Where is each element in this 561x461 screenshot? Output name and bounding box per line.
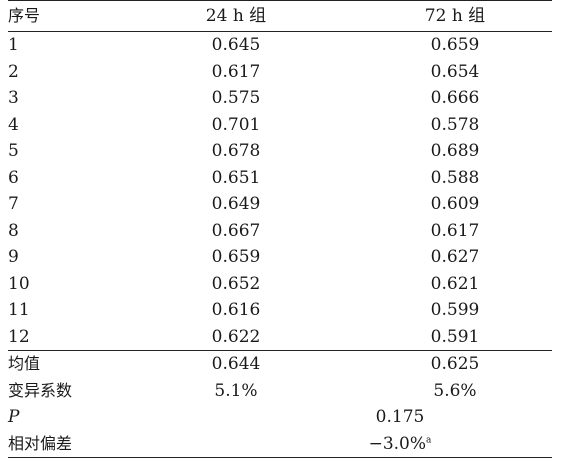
row-value-24h: 0.645 xyxy=(211,35,261,56)
row-value-72h: 0.654 xyxy=(430,61,480,82)
table-header-row: 序号 24 h 组 72 h 组 xyxy=(8,0,552,32)
row-value-72h: 0.588 xyxy=(430,167,480,188)
table-row: 6 0.651 0.588 xyxy=(8,165,552,192)
row-index: 5 xyxy=(8,141,19,162)
table-row: 11 0.616 0.599 xyxy=(8,297,552,324)
row-index: 1 xyxy=(8,35,19,56)
table-body: 1 0.645 0.659 2 0.617 0.654 3 0.575 0.666 4 0.701 0… xyxy=(8,32,552,351)
row-value-24h: 0.667 xyxy=(211,220,261,241)
header-24h: 24 h 组 xyxy=(205,6,267,26)
bias-row: 相对偏差 −3.0%a xyxy=(8,431,552,458)
row-value-24h: 0.616 xyxy=(211,300,261,321)
row-index: 9 xyxy=(8,247,19,268)
bias-footnote-marker: a xyxy=(426,435,432,446)
row-index: 4 xyxy=(8,114,19,135)
row-value-72h: 0.627 xyxy=(430,247,480,268)
table-row: 2 0.617 0.654 xyxy=(8,59,552,86)
row-value-72h: 0.578 xyxy=(430,114,480,135)
cv-row: 变异系数 5.1% 5.6% xyxy=(8,378,552,405)
row-index: 7 xyxy=(8,194,19,215)
row-index: 2 xyxy=(8,61,19,82)
table-row: 9 0.659 0.627 xyxy=(8,244,552,271)
mean-row: 均值 0.644 0.625 xyxy=(8,350,552,378)
row-value-24h: 0.649 xyxy=(211,194,261,215)
row-value-24h: 0.617 xyxy=(211,61,261,82)
table-row: 5 0.678 0.689 xyxy=(8,138,552,165)
row-value-24h: 0.575 xyxy=(211,88,261,109)
row-value-24h: 0.701 xyxy=(211,114,261,135)
row-value-72h: 0.617 xyxy=(430,220,480,241)
p-label: P xyxy=(8,407,20,428)
header-index: 序号 xyxy=(8,6,41,25)
row-value-24h: 0.652 xyxy=(211,273,261,294)
row-value-24h: 0.678 xyxy=(211,141,261,162)
row-value-24h: 0.651 xyxy=(211,167,261,188)
cv-72h: 5.6% xyxy=(433,380,477,401)
table-row: 12 0.622 0.591 xyxy=(8,324,552,351)
bias-label: 相对偏差 xyxy=(8,433,73,453)
row-index: 8 xyxy=(8,220,19,241)
cv-24h: 5.1% xyxy=(214,380,258,401)
row-value-72h: 0.591 xyxy=(430,326,480,347)
row-value-72h: 0.666 xyxy=(430,88,480,109)
row-index: 3 xyxy=(8,88,19,109)
p-row: P 0.175 xyxy=(8,404,552,431)
bias-value-cell: −3.0%a xyxy=(128,431,552,458)
bias-value: −3.0% xyxy=(368,433,427,454)
table-row: 7 0.649 0.609 xyxy=(8,191,552,218)
results-table: 序号 24 h 组 72 h 组 1 0.645 0.659 2 0.617 0.654 3… xyxy=(8,0,552,458)
mean-label: 均值 xyxy=(8,354,41,374)
table-row: 3 0.575 0.666 xyxy=(8,85,552,112)
row-value-24h: 0.659 xyxy=(211,247,261,268)
p-value: 0.175 xyxy=(375,407,425,428)
mean-72h: 0.625 xyxy=(430,354,480,375)
results-table-container: 序号 24 h 组 72 h 组 1 0.645 0.659 2 0.617 0.654 3… xyxy=(8,0,552,458)
row-index: 11 xyxy=(8,300,30,321)
row-value-72h: 0.689 xyxy=(430,141,480,162)
table-row: 4 0.701 0.578 xyxy=(8,112,552,139)
row-value-72h: 0.599 xyxy=(430,300,480,321)
mean-24h: 0.644 xyxy=(211,354,261,375)
table-row: 10 0.652 0.621 xyxy=(8,271,552,298)
row-index: 12 xyxy=(8,326,30,347)
header-72h: 72 h 组 xyxy=(424,6,486,26)
row-value-72h: 0.609 xyxy=(430,194,480,215)
cv-label: 变异系数 xyxy=(8,380,73,400)
row-value-24h: 0.622 xyxy=(211,326,261,347)
table-row: 1 0.645 0.659 xyxy=(8,32,552,59)
row-value-72h: 0.659 xyxy=(430,35,480,56)
table-row: 8 0.667 0.617 xyxy=(8,218,552,245)
row-index: 10 xyxy=(8,273,30,294)
row-value-72h: 0.621 xyxy=(430,273,480,294)
row-index: 6 xyxy=(8,167,19,188)
